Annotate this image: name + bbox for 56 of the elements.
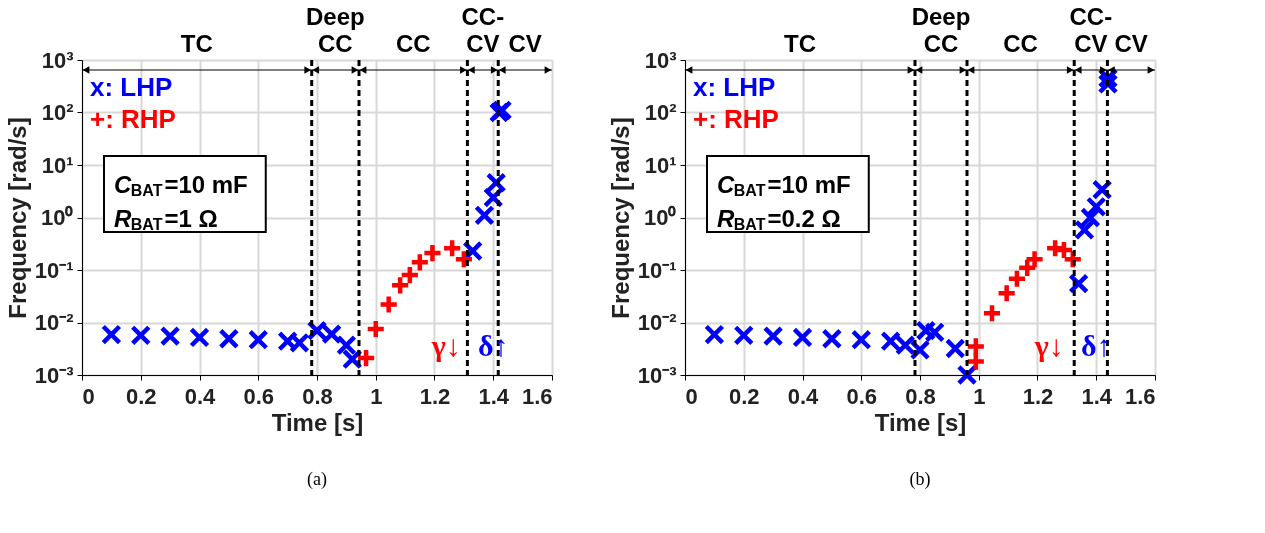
text: CC bbox=[395, 30, 431, 57]
x-tick-label: 0.8 bbox=[905, 383, 936, 409]
x-axis-title: Time [s] bbox=[271, 408, 364, 436]
text: Deep CC bbox=[911, 3, 971, 57]
y-tick-label: 10⁻² bbox=[34, 310, 74, 335]
y-tick-label: 10² bbox=[41, 100, 74, 125]
y-tick-label: 10³ bbox=[644, 47, 677, 73]
x-tick-label: 1 bbox=[370, 383, 383, 409]
y-tick-label: 10⁻² bbox=[637, 310, 677, 335]
text: CC- CV bbox=[1069, 3, 1113, 57]
x-tick-label: 0.6 bbox=[846, 383, 878, 409]
y-tick-label: 10⁰ bbox=[41, 205, 74, 230]
x-tick-label: 0 bbox=[685, 383, 698, 409]
text: CC- CV bbox=[461, 3, 505, 57]
x-tick-label: 1.6 bbox=[1124, 383, 1156, 409]
y-tick-label: 10⁻¹ bbox=[34, 257, 74, 283]
y-axis-title: Frequency [rad/s] bbox=[606, 117, 634, 319]
y-axis-title: Frequency [rad/s] bbox=[3, 117, 31, 319]
x-tick-label: 0.8 bbox=[302, 383, 333, 409]
text: +: RHP bbox=[693, 104, 779, 134]
x-tick-label: 0.2 bbox=[125, 383, 157, 409]
x-tick-label: 0.4 bbox=[787, 383, 820, 409]
annotation: γ↓ bbox=[430, 329, 461, 362]
y-tick-label: 10¹ bbox=[644, 152, 677, 178]
annotation: δ↑ bbox=[477, 329, 509, 362]
text: x: LHP bbox=[90, 72, 173, 102]
x-tick-label: 1 bbox=[973, 383, 986, 409]
text: CV bbox=[1114, 30, 1148, 57]
text: x: LHP bbox=[693, 72, 776, 102]
x-tick-label: 1.4 bbox=[478, 383, 510, 409]
annotation: δ↑ bbox=[1080, 329, 1112, 362]
y-tick-label: 10⁻¹ bbox=[637, 257, 677, 283]
y-tick-label: 10⁻³ bbox=[34, 362, 74, 388]
x-tick-label: 0.4 bbox=[184, 383, 217, 409]
annotation: γ↓ bbox=[1033, 329, 1064, 362]
y-tick-label: 10¹ bbox=[41, 152, 74, 178]
text: (a) bbox=[307, 469, 327, 490]
y-tick-label: 10⁰ bbox=[644, 205, 677, 230]
x-tick-label: 0.2 bbox=[728, 383, 760, 409]
text: Deep CC bbox=[306, 3, 365, 57]
x-tick-label: 1.6 bbox=[521, 383, 553, 409]
text: CC bbox=[1003, 30, 1038, 57]
x-tick-label: 1.4 bbox=[1081, 383, 1113, 409]
y-tick-label: 10³ bbox=[41, 47, 74, 73]
y-tick-label: 10⁻³ bbox=[637, 362, 677, 388]
x-tick-label: 1.2 bbox=[419, 383, 451, 409]
x-tick-label: 0.6 bbox=[243, 383, 275, 409]
text: TC bbox=[180, 30, 213, 57]
x-tick-label: 0 bbox=[82, 383, 95, 409]
text: (b) bbox=[909, 469, 931, 490]
text: CV bbox=[508, 30, 542, 57]
y-tick-label: 10² bbox=[644, 100, 677, 125]
text: TC bbox=[784, 30, 816, 57]
text: +: RHP bbox=[90, 104, 176, 134]
x-axis-title: Time [s] bbox=[874, 408, 967, 436]
x-tick-label: 1.2 bbox=[1022, 383, 1054, 409]
